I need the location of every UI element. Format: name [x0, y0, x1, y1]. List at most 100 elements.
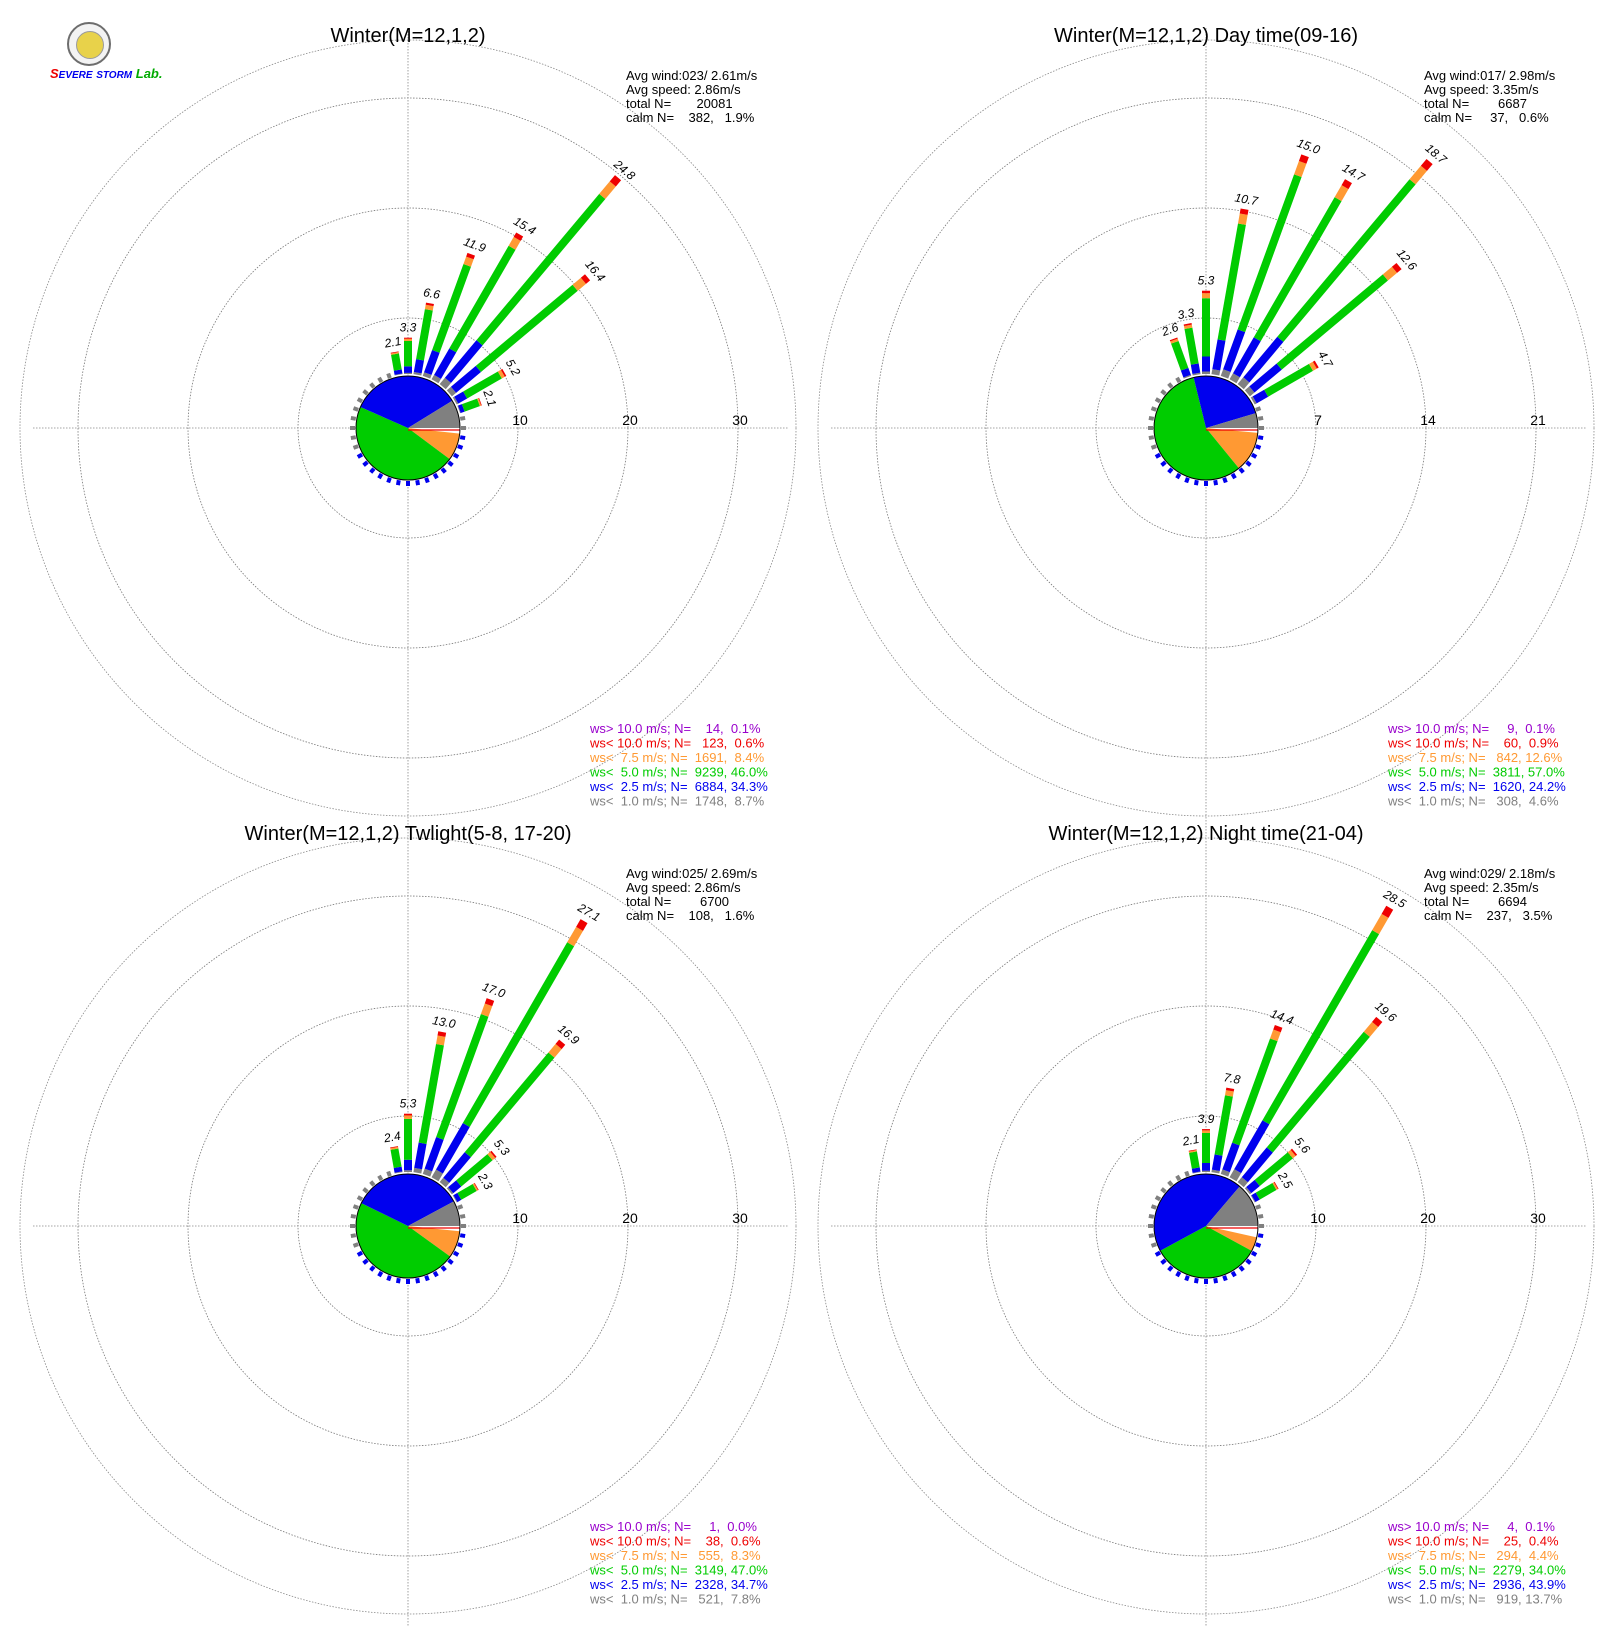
stub-bar — [426, 478, 428, 483]
bar-label: 2.4 — [382, 1129, 402, 1146]
stub-bar — [1196, 480, 1197, 485]
bar-segment — [441, 1032, 442, 1036]
bar-segment — [463, 402, 478, 408]
stub-bar — [1151, 446, 1156, 448]
ring-label: 10 — [512, 1210, 528, 1226]
stub-bar — [371, 469, 374, 473]
legend-entry: ws< 5.0 m/s; N= 3149, 47.0% — [589, 1563, 768, 1578]
bar-segment — [1249, 1183, 1257, 1190]
bar-segment — [440, 1015, 485, 1138]
legend-entry: ws< 2.5 m/s; N= 1620, 24.2% — [1387, 779, 1566, 794]
bar-segment — [1255, 393, 1267, 400]
legend-entry: ws> 10.0 m/s; N= 4, 0.1% — [1387, 1519, 1555, 1534]
stat-line: Avg speed: 3.35m/s — [1424, 82, 1539, 97]
stat-line: Avg wind:017/ 2.98m/s — [1424, 68, 1556, 83]
stub-bar — [442, 469, 445, 473]
legend-entry: ws< 7.5 m/s; N= 842, 12.6% — [1387, 750, 1563, 765]
stub-bar — [388, 1276, 390, 1281]
bar-segment — [1188, 325, 1189, 328]
bar-segment — [559, 1042, 563, 1046]
ring-label: 20 — [622, 1210, 638, 1226]
bar-segment — [1385, 908, 1390, 916]
stub-bar — [364, 1260, 368, 1263]
ring-label: 21 — [1530, 412, 1546, 428]
ring-label: 7 — [1314, 412, 1322, 428]
stat-line: calm N= 37, 0.6% — [1424, 110, 1549, 125]
bar-segment — [493, 1154, 494, 1155]
chart-title: Winter(M=12,1,2) Twlight(5-8, 17-20) — [245, 823, 572, 845]
bar-segment — [1242, 214, 1244, 224]
bar-segment — [583, 277, 587, 280]
stub-bar — [417, 1278, 418, 1283]
bar-segment — [1222, 224, 1242, 340]
bar-segment — [451, 1183, 459, 1190]
stub-bar — [398, 480, 399, 485]
bar-segment — [1175, 342, 1185, 369]
bar-label: 2.1 — [382, 334, 402, 351]
stub-bar — [364, 391, 368, 394]
legend-entry: ws< 5.0 m/s; N= 9239, 46.0% — [589, 765, 768, 780]
legend-entry: ws< 5.0 m/s; N= 2279, 34.0% — [1387, 1563, 1566, 1578]
bar-segment — [455, 1196, 459, 1198]
legend-entry: ws< 1.0 m/s; N= 521, 7.8% — [589, 1592, 761, 1607]
bar-segment — [613, 178, 618, 184]
stub-bar — [460, 1235, 465, 1236]
bar-segment — [1188, 328, 1194, 364]
bar-segment — [1375, 1019, 1379, 1024]
stub-bar — [1240, 1267, 1243, 1271]
legend-entry: ws< 10.0 m/s; N= 60, 0.9% — [1387, 736, 1559, 751]
lab-logo: SEVERE STORM Lab. — [50, 22, 150, 84]
legend-entry: ws< 1.0 m/s; N= 919, 13.7% — [1387, 1592, 1563, 1607]
bar-label: 3.9 — [1198, 1112, 1215, 1126]
bar-label: 2.1 — [480, 387, 499, 408]
stub-bar — [1177, 1272, 1180, 1276]
stub-bar — [1256, 1244, 1261, 1246]
bar-label: 5.3 — [1198, 274, 1215, 288]
stub-bar — [1233, 1272, 1236, 1276]
bar-segment — [1315, 364, 1317, 365]
bar-segment — [1345, 181, 1348, 187]
bar-segment — [1247, 389, 1252, 393]
bar-segment — [456, 395, 465, 400]
bar-segment — [426, 374, 427, 378]
bar-segment — [435, 377, 438, 381]
stub-bar — [1258, 1216, 1263, 1217]
stat-line: Avg wind:023/ 2.61m/s — [626, 68, 758, 83]
stub-bar — [358, 1253, 362, 1256]
bar-segment — [467, 258, 470, 265]
stub-bar — [353, 446, 358, 448]
stub-bar — [1240, 469, 1243, 473]
stat-line: Avg speed: 2.35m/s — [1424, 880, 1539, 895]
stub-bar — [379, 1272, 382, 1276]
legend-entry: ws< 1.0 m/s; N= 308, 4.6% — [1387, 794, 1559, 809]
stub-bar — [1256, 446, 1261, 448]
ring-label: 10 — [512, 412, 528, 428]
bar-label: 3.3 — [1176, 306, 1195, 323]
bar-segment — [1193, 1152, 1196, 1168]
bar-label: 2.6 — [1159, 320, 1181, 339]
bar-segment — [449, 1190, 450, 1191]
bar-segment — [1413, 168, 1424, 182]
stub-bar — [1162, 1260, 1166, 1263]
bar-segment — [459, 1187, 474, 1196]
bar-segment — [1258, 1186, 1275, 1196]
stat-line: Avg speed: 2.86m/s — [626, 880, 741, 895]
bar-label: 14.4 — [1269, 1006, 1296, 1027]
stub-bar — [371, 384, 374, 388]
bar-segment — [1247, 1190, 1248, 1191]
stub-bar — [358, 455, 362, 458]
stub-bar — [449, 462, 453, 465]
legend-entry: ws< 2.5 m/s; N= 6884, 34.3% — [589, 779, 768, 794]
stub-bar — [458, 1244, 463, 1246]
stub-bar — [1224, 1276, 1226, 1281]
bar-segment — [551, 1046, 558, 1055]
stub-bar — [1169, 1267, 1172, 1271]
bar-label: 15.0 — [1295, 136, 1322, 157]
bar-segment — [1394, 266, 1399, 270]
ring-label: 20 — [622, 412, 638, 428]
bar-segment — [1219, 1096, 1229, 1155]
bar-segment — [1253, 400, 1255, 401]
stub-bar — [1162, 462, 1166, 465]
